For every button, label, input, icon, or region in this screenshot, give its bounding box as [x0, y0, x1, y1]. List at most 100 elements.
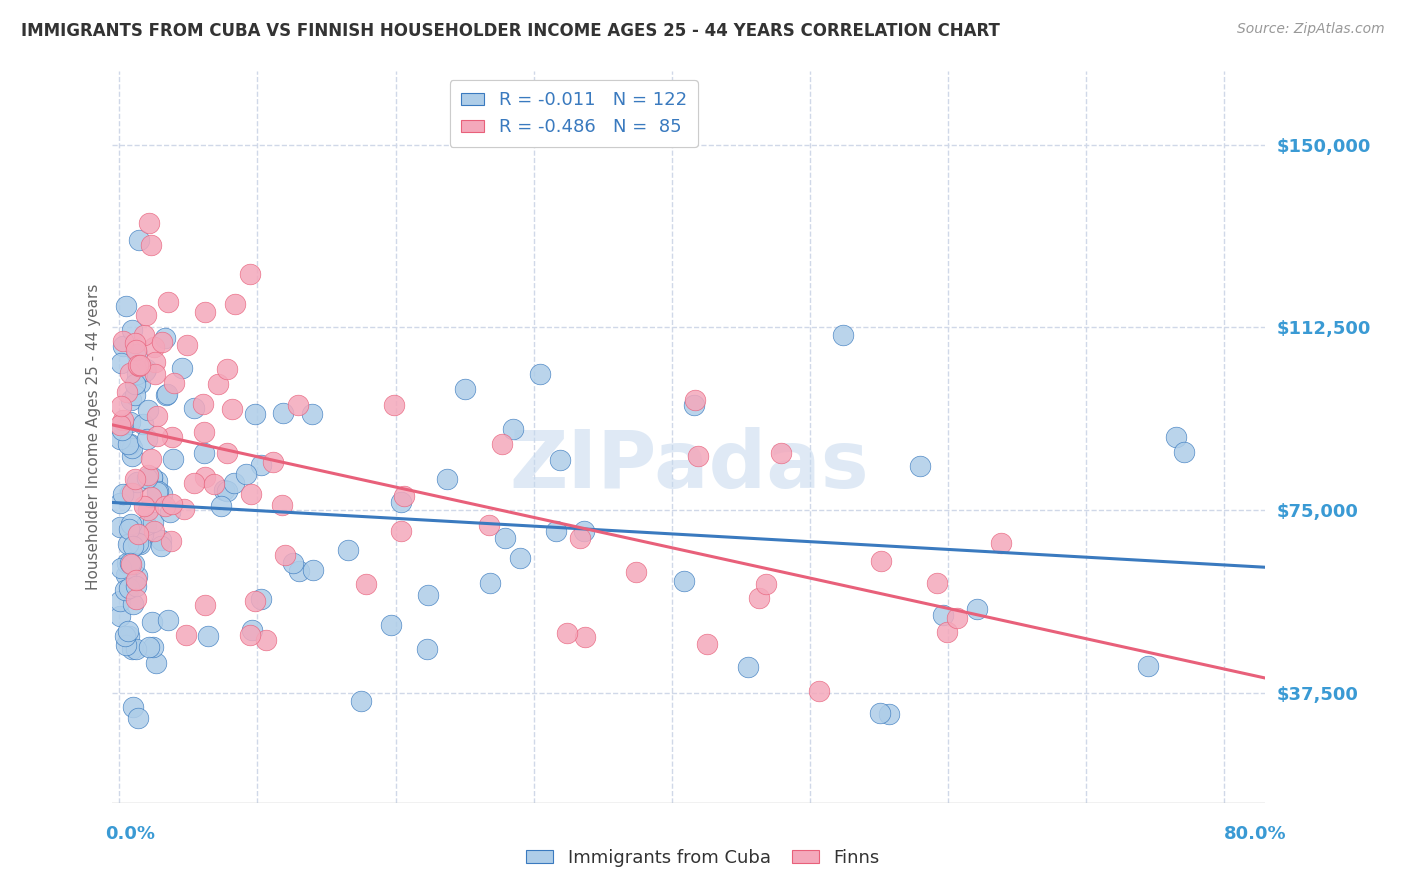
Point	[183, 475, 205, 490]
Point	[271, 406, 294, 420]
Point	[879, 707, 901, 722]
Point	[125, 641, 148, 656]
Point	[336, 543, 359, 558]
Point	[143, 355, 166, 369]
Point	[156, 613, 179, 627]
Point	[197, 629, 219, 643]
Point	[110, 356, 132, 370]
Point	[217, 361, 239, 376]
Point	[124, 574, 146, 588]
Point	[162, 496, 184, 510]
Point	[389, 495, 412, 509]
Point	[120, 486, 142, 500]
Point	[121, 641, 143, 656]
Point	[209, 499, 232, 513]
Point	[108, 520, 131, 534]
Point	[128, 233, 150, 247]
Point	[908, 458, 931, 473]
Point	[141, 469, 163, 483]
Point	[243, 594, 266, 608]
Point	[149, 539, 172, 553]
Point	[142, 640, 165, 655]
Point	[869, 553, 891, 567]
Point	[118, 415, 141, 429]
Point	[686, 449, 709, 463]
Point	[287, 399, 309, 413]
Point	[127, 359, 149, 373]
Point	[163, 376, 186, 390]
Point	[124, 592, 146, 607]
Point	[990, 536, 1012, 550]
Point	[569, 531, 592, 545]
Point	[127, 569, 149, 583]
Point	[1136, 659, 1159, 673]
Point	[207, 377, 229, 392]
Point	[869, 706, 891, 721]
Point	[157, 295, 180, 310]
Point	[141, 471, 163, 485]
Point	[143, 367, 166, 381]
Point	[114, 568, 136, 582]
Point	[683, 392, 706, 407]
Point	[134, 363, 156, 377]
Point	[121, 442, 143, 456]
Point	[153, 500, 176, 514]
Point	[127, 475, 149, 490]
Point	[548, 453, 571, 467]
Text: 80.0%: 80.0%	[1223, 825, 1286, 843]
Point	[135, 471, 157, 485]
Point	[108, 417, 131, 432]
Point	[212, 483, 235, 497]
Point	[239, 268, 262, 282]
Point	[416, 588, 439, 602]
Point	[124, 336, 146, 351]
Point	[155, 331, 177, 345]
Point	[572, 524, 595, 539]
Point	[114, 630, 136, 644]
Point	[394, 489, 416, 503]
Point	[114, 299, 136, 313]
Point	[118, 556, 141, 570]
Point	[502, 422, 524, 436]
Point	[755, 576, 778, 591]
Point	[1164, 430, 1187, 444]
Point	[193, 425, 215, 439]
Point	[748, 591, 770, 606]
Point	[121, 449, 143, 463]
Point	[250, 458, 273, 472]
Point	[193, 396, 215, 410]
Point	[108, 594, 131, 608]
Point	[129, 358, 152, 372]
Point	[127, 527, 149, 541]
Point	[146, 429, 169, 443]
Point	[215, 483, 238, 498]
Point	[544, 524, 567, 538]
Point	[138, 640, 160, 655]
Point	[121, 700, 143, 714]
Point	[111, 413, 134, 427]
Point	[176, 628, 198, 642]
Point	[115, 556, 138, 570]
Point	[121, 323, 143, 337]
Point	[696, 637, 718, 651]
Point	[770, 446, 793, 460]
Point	[240, 487, 263, 501]
Point	[160, 430, 183, 444]
Point	[274, 548, 297, 562]
Point	[117, 437, 139, 451]
Text: 0.0%: 0.0%	[105, 825, 156, 843]
Point	[117, 624, 139, 638]
Point	[478, 575, 501, 590]
Point	[224, 297, 246, 311]
Point	[626, 565, 648, 579]
Point	[128, 376, 150, 390]
Point	[134, 327, 156, 342]
Point	[436, 472, 458, 486]
Point	[222, 475, 245, 490]
Point	[194, 305, 217, 319]
Point	[125, 367, 148, 381]
Point	[478, 517, 501, 532]
Point	[932, 607, 955, 622]
Point	[494, 531, 516, 545]
Point	[111, 487, 134, 501]
